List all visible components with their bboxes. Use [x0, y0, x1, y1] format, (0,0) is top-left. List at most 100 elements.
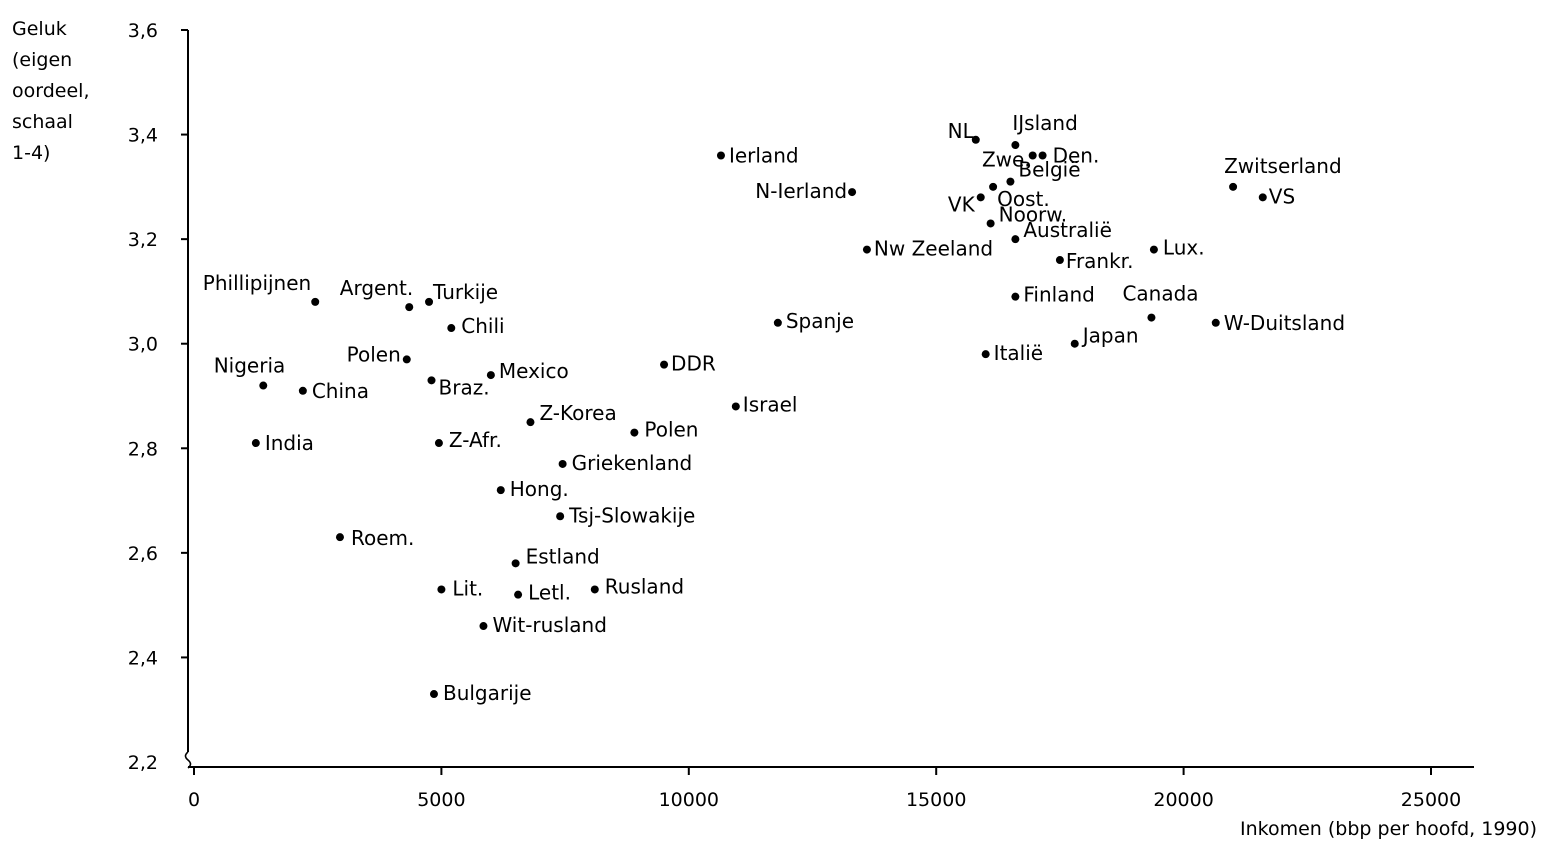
data-point-label: Japan — [1081, 324, 1139, 348]
data-point-label: Lux. — [1163, 236, 1205, 260]
y-tick-label: 2,2 — [128, 752, 158, 774]
data-point — [1229, 182, 1238, 191]
data-point-label: Mexico — [499, 359, 569, 383]
data-point-label: Spanje — [786, 309, 854, 333]
x-tick-label: 25000 — [1401, 789, 1461, 811]
data-point — [1011, 141, 1020, 150]
data-point — [405, 303, 414, 312]
y-tick-label: 3,6 — [128, 20, 158, 42]
data-point-label: Den. — [1053, 143, 1100, 167]
data-point — [425, 297, 434, 306]
data-point-label: Noorw. — [999, 202, 1068, 226]
y-tick-label: 3,2 — [128, 229, 158, 251]
data-point — [1147, 313, 1156, 322]
data-point — [335, 533, 344, 542]
x-tick-label: 10000 — [659, 789, 719, 811]
data-point — [251, 439, 260, 448]
data-point — [971, 135, 980, 144]
y-tick-label: 2,8 — [128, 438, 158, 460]
data-point-label: Finland — [1023, 283, 1094, 307]
data-point — [259, 381, 268, 390]
data-point-label: Polen — [644, 418, 698, 442]
data-point-label: W-Duitsland — [1224, 311, 1345, 335]
y-axis-label-line-2: (eigen — [12, 49, 73, 71]
data-point-label: Israel — [743, 392, 798, 416]
y-axis-break — [184, 751, 192, 769]
data-point — [848, 188, 857, 197]
data-point-label: Braz. — [439, 375, 490, 399]
data-point — [1070, 339, 1079, 348]
data-point — [1006, 177, 1015, 186]
data-point — [976, 193, 985, 202]
data-point — [479, 622, 488, 631]
y-tick-label: 3,4 — [128, 125, 158, 147]
data-point-label: Griekenland — [572, 451, 693, 475]
y-axis-label: Geluk (eigen oordeel, schaal 1-4) — [12, 14, 89, 169]
x-tick-label: 15000 — [906, 789, 966, 811]
data-point — [434, 439, 443, 448]
data-point-label: Roem. — [351, 526, 414, 550]
data-point-label: Turkije — [432, 280, 498, 304]
y-axis-label-line-1: Geluk — [12, 18, 67, 40]
data-point — [1038, 151, 1047, 160]
data-point — [1149, 245, 1158, 254]
data-point-label: India — [265, 431, 314, 455]
data-point-label: Z-Korea — [539, 401, 616, 425]
data-point-label: Lit. — [452, 576, 483, 600]
data-point — [496, 486, 505, 495]
data-point-label: Zwitserland — [1224, 154, 1342, 178]
data-point-label: VK — [948, 192, 976, 216]
data-point-label: N-Ierland — [755, 179, 847, 203]
data-point-label: Australië — [1023, 218, 1112, 242]
x-tick-label: 5000 — [417, 789, 465, 811]
data-point-label: Nigeria — [214, 354, 286, 378]
data-point — [311, 297, 320, 306]
data-point — [1028, 151, 1037, 160]
data-point-label: VS — [1269, 184, 1295, 208]
data-point — [514, 590, 523, 599]
data-point — [716, 151, 725, 160]
data-point-label: Wit-rusland — [492, 613, 606, 637]
data-point — [1211, 318, 1220, 327]
data-point — [1011, 235, 1020, 244]
data-point — [590, 585, 599, 594]
data-point-label: Argent. — [340, 276, 413, 300]
data-point-label: DDR — [671, 352, 716, 376]
data-point — [447, 324, 456, 333]
data-point-label: Canada — [1122, 282, 1198, 306]
data-point-label: China — [312, 379, 369, 403]
data-point — [1055, 256, 1064, 265]
data-point — [556, 512, 565, 521]
data-point — [1011, 292, 1020, 301]
data-point-label: Hong. — [510, 477, 569, 501]
data-point-label: Rusland — [605, 574, 684, 598]
y-tick-label: 2,6 — [128, 543, 158, 565]
data-point — [429, 690, 438, 699]
data-point — [437, 585, 446, 594]
y-tick-label: 2,4 — [128, 647, 158, 669]
data-point-label: IJsland — [1012, 111, 1077, 135]
data-point-label: Tsj-Slowakije — [568, 503, 695, 527]
data-point-label: Frankr. — [1066, 249, 1134, 273]
data-point — [630, 428, 639, 437]
data-point — [402, 355, 411, 364]
data-point-label: Ierland — [729, 143, 799, 167]
y-axis-label-line-5: 1-4) — [12, 142, 51, 164]
data-point-label: Polen — [347, 342, 401, 366]
data-point-label: Oost. — [997, 187, 1050, 211]
x-axis-label: Inkomen (bbp per hoofd, 1990) — [1240, 818, 1537, 840]
data-point — [862, 245, 871, 254]
data-point-label: België — [1018, 158, 1080, 182]
data-point-label: NL — [948, 119, 975, 143]
data-point — [731, 402, 740, 411]
data-point-label: Letl. — [528, 581, 571, 605]
data-point — [660, 360, 669, 369]
data-point-label: Estland — [526, 544, 600, 568]
data-point-label: Nw Zeeland — [874, 237, 993, 261]
data-point — [981, 350, 990, 359]
y-axis-label-line-4: schaal — [12, 111, 73, 133]
data-point — [1258, 193, 1267, 202]
data-point — [989, 182, 998, 191]
data-point-label: Phillipijnen — [203, 271, 311, 295]
